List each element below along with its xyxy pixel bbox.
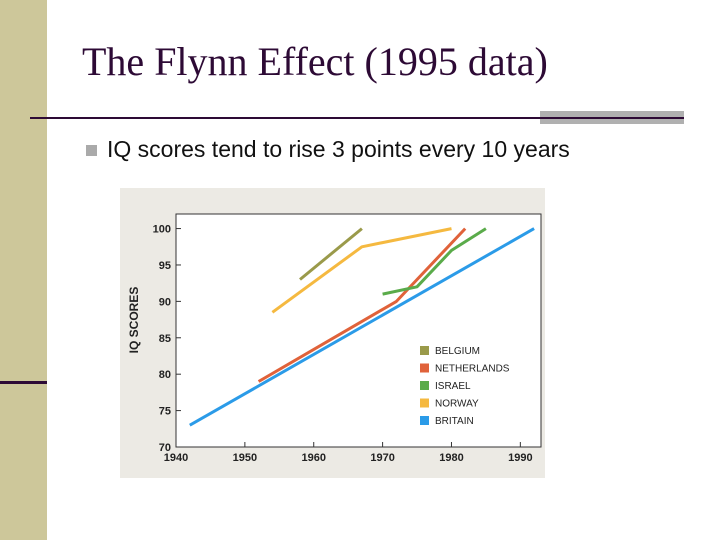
left-accent-band	[0, 0, 47, 540]
legend-swatch	[420, 346, 429, 355]
legend-label: NORWAY	[435, 399, 479, 410]
chart-panel: 70 75 80 85 90 95 100 1940 1950 1960 1970 1980 1990…	[120, 188, 545, 478]
left-divider-line	[0, 381, 47, 384]
series-line-israel	[382, 227, 487, 296]
legend-label: BELGIUM	[435, 346, 480, 357]
y-tick-label: 85	[159, 333, 171, 345]
series-line-norway	[271, 227, 452, 314]
series-line-netherlands	[257, 227, 467, 383]
y-tick-label: 75	[159, 406, 171, 418]
series-line-britain	[189, 227, 535, 427]
bullet-square-icon	[86, 145, 97, 156]
y-tick-label: 80	[159, 369, 171, 381]
x-tick-label: 1950	[233, 452, 257, 464]
series-lines	[189, 227, 535, 427]
legend-swatch	[420, 398, 429, 408]
legend-label: NETHERLANDS	[435, 364, 510, 375]
x-tick-label: 1970	[370, 452, 394, 464]
y-tick-label: 100	[153, 224, 171, 236]
y-tick-label: 90	[159, 296, 171, 308]
bullet-text: IQ scores tend to rise 3 points every 10…	[107, 136, 570, 162]
legend-swatch	[420, 381, 429, 390]
x-tick-label: 1990	[508, 452, 532, 464]
slide-title: The Flynn Effect (1995 data)	[82, 39, 548, 84]
y-axis: 70 75 80 85 90 95 100	[153, 224, 181, 454]
series-line-belgium	[299, 227, 363, 281]
chart-legend: BELGIUM NETHERLANDS ISRAEL NORWAY BRITAIN	[420, 346, 510, 427]
y-tick-label: 70	[159, 442, 171, 454]
legend-swatch	[420, 363, 429, 373]
bullet-item: IQ scores tend to rise 3 points every 10…	[86, 136, 570, 163]
legend-swatch	[420, 416, 429, 425]
title-underline	[30, 117, 540, 119]
legend-label: ISRAEL	[435, 381, 471, 392]
y-axis-label: IQ SCORES	[127, 287, 141, 354]
legend-label: BRITAIN	[435, 416, 474, 427]
title-underline-accent	[540, 111, 684, 124]
x-axis: 1940 1950 1960 1970 1980 1990	[164, 442, 533, 464]
y-tick-label: 95	[159, 260, 171, 272]
iq-line-chart: 70 75 80 85 90 95 100 1940 1950 1960 1970 1980 1990…	[127, 213, 542, 464]
x-tick-label: 1940	[164, 452, 188, 464]
x-tick-label: 1980	[439, 452, 463, 464]
x-tick-label: 1960	[301, 452, 325, 464]
